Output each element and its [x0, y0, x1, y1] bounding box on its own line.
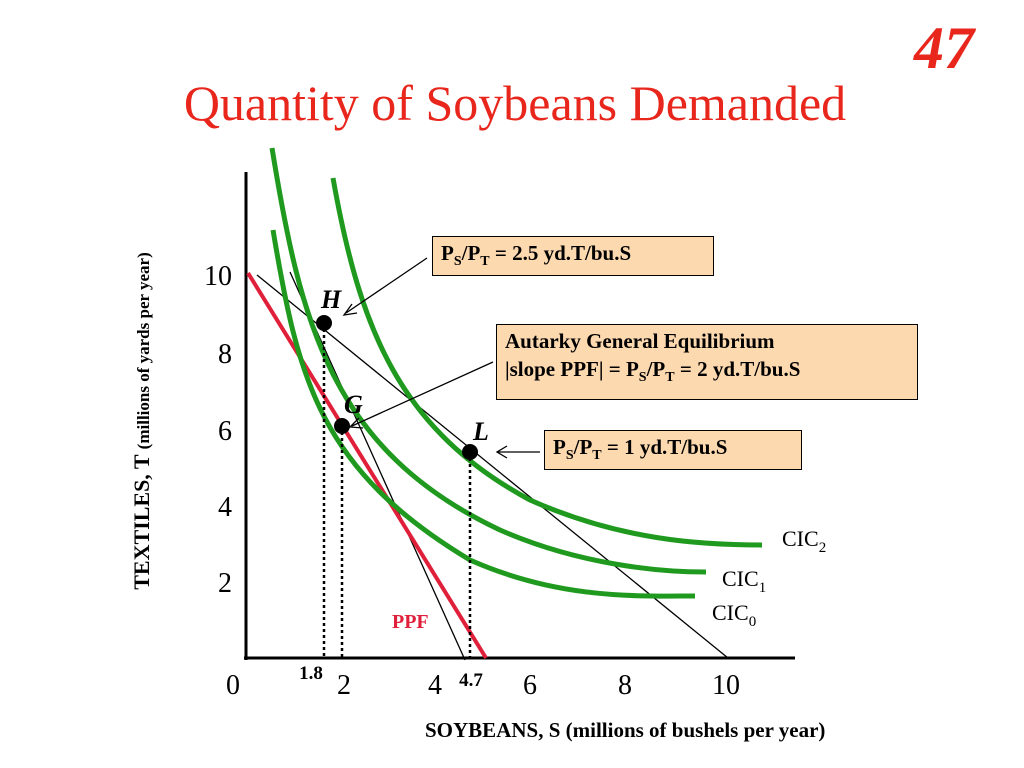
arrow-line-high [345, 257, 428, 314]
x-tick-label: 0 [226, 670, 240, 701]
price-ratio-box-high: PS/PT = 2.5 yd.T/bu.S [432, 236, 714, 276]
autarky-box: Autarky General Equilibrium |slope PPF| … [496, 324, 918, 400]
point-l [462, 444, 478, 460]
arrow-head-high [342, 303, 358, 316]
y-tick-label: 10 [204, 261, 232, 292]
autarky-slope: |slope PPF| = PS/PT = 2 yd.T/bu.S [505, 357, 801, 386]
label-l: L [472, 417, 489, 446]
x-tick-label: 6 [523, 670, 537, 701]
x-tick-label: 8 [618, 670, 632, 701]
point-g [334, 418, 350, 434]
arrow-head-autarky [348, 417, 364, 429]
slide-number: 47 [914, 15, 974, 81]
y-axis-title: TEXTILES, T (millions of yards per year) [129, 252, 154, 590]
x-tick-label: 10 [712, 670, 740, 701]
cic2-curve [330, 177, 763, 548]
y-tick-label: 4 [218, 492, 232, 523]
slide-title: Quantity of Soybeans Demanded [183, 75, 847, 131]
x-marker-4-7: 4.7 [459, 670, 483, 691]
x-tick-label: 4 [428, 670, 442, 701]
label-g: G [344, 390, 363, 419]
cic0-curve [270, 229, 696, 599]
cic2-label: CIC2 [782, 526, 826, 556]
arrow-line-autarky [351, 361, 494, 427]
x-tick-label: 2 [337, 670, 351, 701]
y-tick-label: 2 [218, 568, 232, 599]
autarky-title: Autarky General Equilibrium [505, 329, 775, 353]
point-h [316, 315, 332, 331]
x-axis-title: SOYBEANS, S (millions of bushels per yea… [425, 718, 826, 742]
arrow-head-low [495, 445, 508, 459]
x-marker-1-8: 1.8 [299, 663, 323, 684]
cic1-curve [269, 147, 707, 575]
label-h: H [320, 285, 342, 314]
cic0-label: CIC0 [712, 600, 756, 630]
ppf-label: PPF [392, 611, 429, 633]
y-tick-label: 8 [218, 339, 232, 370]
y-tick-label: 6 [218, 416, 232, 447]
price-ratio-box-low: PS/PT = 1 yd.T/bu.S [544, 430, 802, 470]
ppf-line [246, 271, 488, 660]
cic1-label: CIC1 [722, 566, 766, 596]
